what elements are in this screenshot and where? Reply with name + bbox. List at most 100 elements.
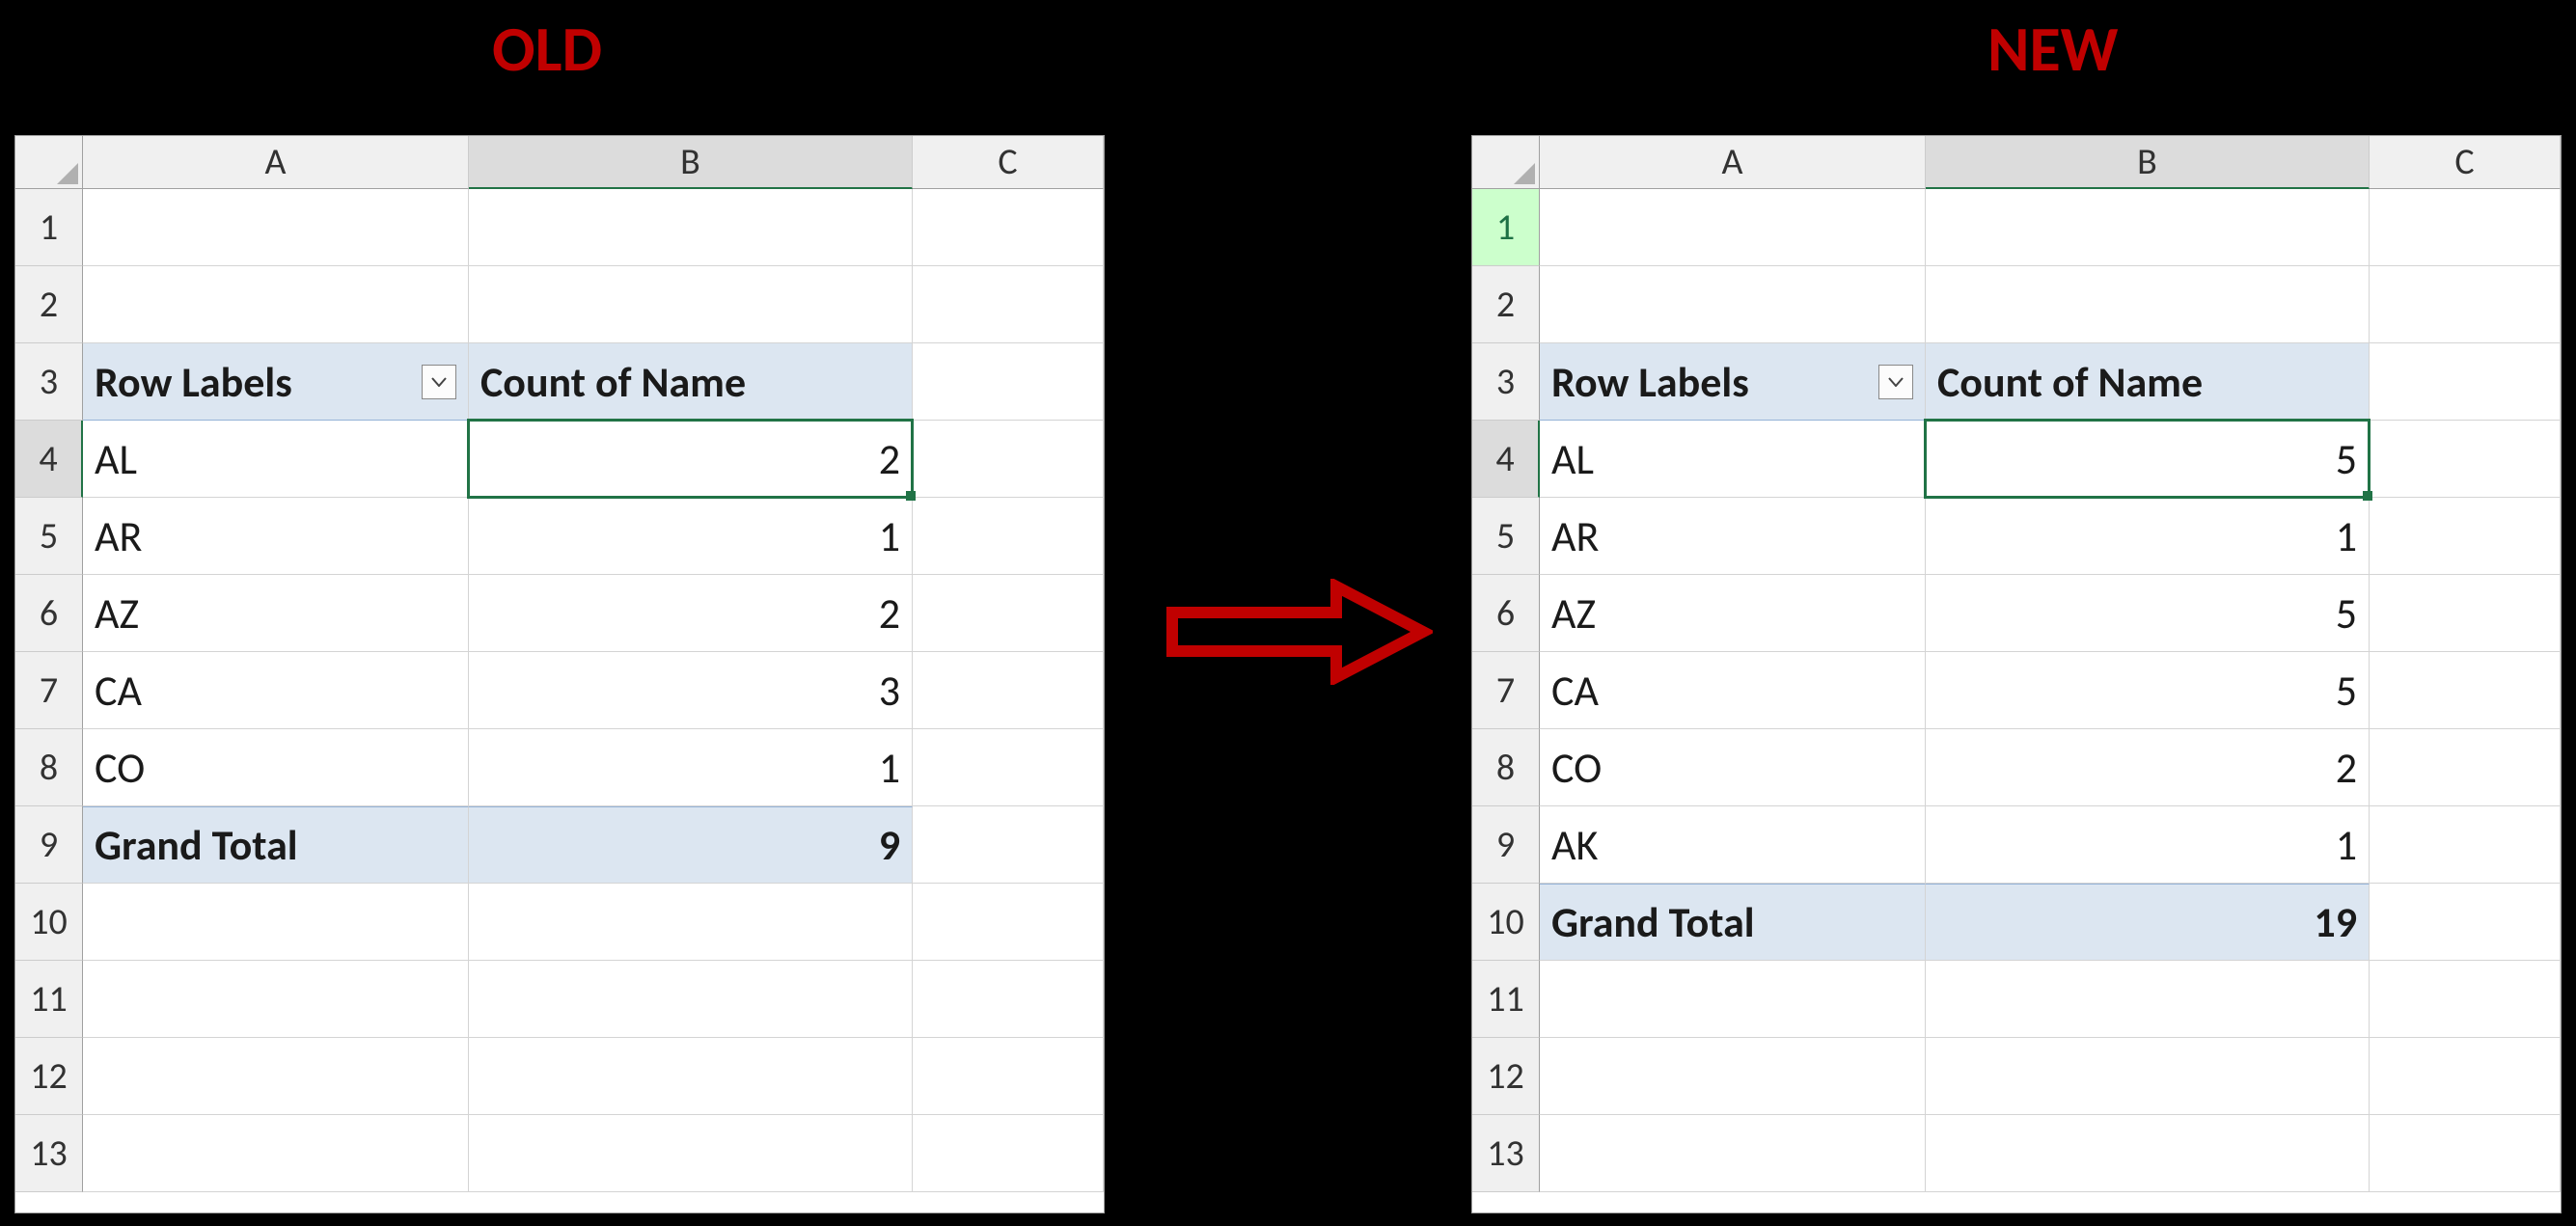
column-header-b[interactable]: B: [469, 136, 913, 189]
pivot-row-label[interactable]: AK: [1540, 806, 1926, 884]
cell[interactable]: [2370, 961, 2561, 1038]
row-header-6[interactable]: 6: [1472, 575, 1540, 652]
row-header-2[interactable]: 2: [1472, 266, 1540, 343]
pivot-row-value[interactable]: 1: [469, 498, 913, 575]
cell[interactable]: [913, 498, 1104, 575]
cell[interactable]: [913, 421, 1104, 498]
column-header-c[interactable]: C: [2370, 136, 2561, 189]
cell[interactable]: [2370, 1038, 2561, 1115]
pivot-grand-total-label[interactable]: Grand Total: [1540, 884, 1926, 961]
cell[interactable]: [2370, 266, 2561, 343]
cell[interactable]: [1540, 961, 1926, 1038]
pivot-row-label[interactable]: CO: [83, 729, 469, 806]
cell[interactable]: [469, 961, 913, 1038]
cell[interactable]: [2370, 1115, 2561, 1192]
cell[interactable]: [469, 1038, 913, 1115]
cell[interactable]: [2370, 729, 2561, 806]
cell[interactable]: [83, 1038, 469, 1115]
cell[interactable]: [83, 1115, 469, 1192]
pivot-row-value[interactable]: 1: [1926, 498, 2370, 575]
pivot-value-header[interactable]: Count of Name: [1926, 343, 2370, 421]
cell[interactable]: [913, 961, 1104, 1038]
row-header-8[interactable]: 8: [1472, 729, 1540, 806]
cell[interactable]: [913, 652, 1104, 729]
row-header-3[interactable]: 3: [1472, 343, 1540, 421]
row-header-5[interactable]: 5: [1472, 498, 1540, 575]
cell[interactable]: [1926, 266, 2370, 343]
select-all-corner[interactable]: [1472, 136, 1540, 189]
cell[interactable]: [1540, 266, 1926, 343]
cell[interactable]: [1540, 1115, 1926, 1192]
column-header-b[interactable]: B: [1926, 136, 2370, 189]
pivot-row-label[interactable]: CA: [1540, 652, 1926, 729]
pivot-row-value[interactable]: 1: [469, 729, 913, 806]
row-header-7[interactable]: 7: [15, 652, 83, 729]
cell[interactable]: [2370, 806, 2561, 884]
cell[interactable]: [83, 189, 469, 266]
cell[interactable]: [469, 884, 913, 961]
pivot-row-value[interactable]: 5: [1926, 421, 2370, 498]
cell[interactable]: [1926, 189, 2370, 266]
row-header-9[interactable]: 9: [15, 806, 83, 884]
row-header-11[interactable]: 11: [1472, 961, 1540, 1038]
cell[interactable]: [83, 884, 469, 961]
cell[interactable]: [83, 266, 469, 343]
select-all-corner[interactable]: [15, 136, 83, 189]
cell[interactable]: [913, 266, 1104, 343]
pivot-row-value[interactable]: 2: [1926, 729, 2370, 806]
row-header-4[interactable]: 4: [15, 421, 83, 498]
pivot-grand-total-value[interactable]: 19: [1926, 884, 2370, 961]
pivot-row-label[interactable]: CA: [83, 652, 469, 729]
pivot-filter-dropdown[interactable]: [1878, 365, 1913, 399]
pivot-grand-total-label[interactable]: Grand Total: [83, 806, 469, 884]
pivot-row-value[interactable]: 2: [469, 575, 913, 652]
column-header-a[interactable]: A: [83, 136, 469, 189]
row-header-7[interactable]: 7: [1472, 652, 1540, 729]
pivot-value-header[interactable]: Count of Name: [469, 343, 913, 421]
cell[interactable]: [2370, 575, 2561, 652]
row-header-1[interactable]: 1: [15, 189, 83, 266]
pivot-row-value[interactable]: 5: [1926, 652, 2370, 729]
row-header-4[interactable]: 4: [1472, 421, 1540, 498]
cell[interactable]: [83, 961, 469, 1038]
row-header-2[interactable]: 2: [15, 266, 83, 343]
row-header-13[interactable]: 13: [15, 1115, 83, 1192]
column-header-a[interactable]: A: [1540, 136, 1926, 189]
row-header-11[interactable]: 11: [15, 961, 83, 1038]
pivot-row-value[interactable]: 5: [1926, 575, 2370, 652]
cell[interactable]: [469, 266, 913, 343]
pivot-grand-total-value[interactable]: 9: [469, 806, 913, 884]
cell[interactable]: [1540, 189, 1926, 266]
row-header-10[interactable]: 10: [15, 884, 83, 961]
cell[interactable]: Row Labels: [1540, 343, 1926, 421]
pivot-row-value[interactable]: 2: [469, 421, 913, 498]
cell[interactable]: [913, 1038, 1104, 1115]
cell[interactable]: [1926, 1115, 2370, 1192]
pivot-filter-dropdown[interactable]: [422, 365, 456, 399]
cell[interactable]: [913, 575, 1104, 652]
cell[interactable]: [1540, 1038, 1926, 1115]
cell[interactable]: [913, 884, 1104, 961]
cell[interactable]: [913, 1115, 1104, 1192]
pivot-row-label[interactable]: AZ: [1540, 575, 1926, 652]
row-header-6[interactable]: 6: [15, 575, 83, 652]
cell[interactable]: [2370, 498, 2561, 575]
cell[interactable]: [913, 189, 1104, 266]
pivot-row-label[interactable]: AR: [83, 498, 469, 575]
cell[interactable]: [913, 343, 1104, 421]
row-header-8[interactable]: 8: [15, 729, 83, 806]
row-header-1[interactable]: 1: [1472, 189, 1540, 266]
cell[interactable]: [2370, 884, 2561, 961]
cell[interactable]: [913, 806, 1104, 884]
cell[interactable]: [2370, 421, 2561, 498]
pivot-row-label[interactable]: AZ: [83, 575, 469, 652]
pivot-row-label[interactable]: AR: [1540, 498, 1926, 575]
row-header-9[interactable]: 9: [1472, 806, 1540, 884]
cell[interactable]: [1926, 961, 2370, 1038]
row-header-12[interactable]: 12: [1472, 1038, 1540, 1115]
row-header-5[interactable]: 5: [15, 498, 83, 575]
row-header-12[interactable]: 12: [15, 1038, 83, 1115]
row-header-13[interactable]: 13: [1472, 1115, 1540, 1192]
cell[interactable]: [2370, 189, 2561, 266]
cell[interactable]: [1926, 1038, 2370, 1115]
